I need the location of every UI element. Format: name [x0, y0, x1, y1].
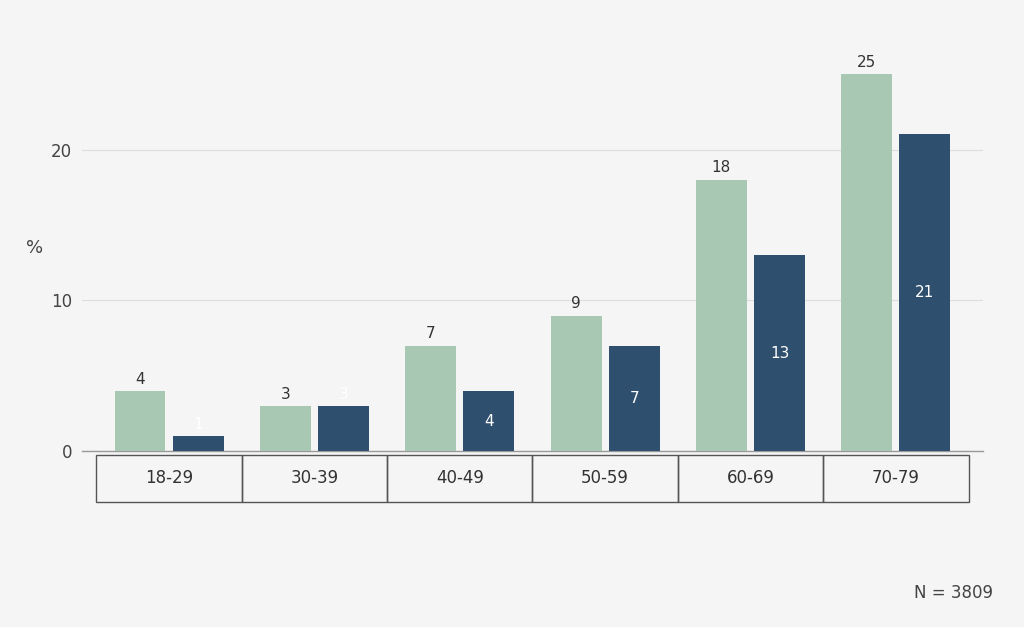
Bar [551, 315, 601, 451]
Text: 21: 21 [915, 285, 935, 300]
Text: 30-39: 30-39 [291, 469, 339, 487]
Text: 18: 18 [712, 161, 731, 175]
Text: 4: 4 [484, 414, 494, 429]
Bar [406, 345, 456, 451]
Bar [260, 406, 311, 451]
Bar [318, 406, 369, 451]
Text: 70-79: 70-79 [871, 469, 920, 487]
Text: 3: 3 [339, 387, 348, 402]
Bar [115, 391, 166, 451]
Text: 25: 25 [857, 55, 877, 70]
Y-axis label: %: % [26, 239, 43, 256]
Bar [899, 134, 950, 451]
Bar [173, 436, 223, 451]
Text: 1: 1 [194, 417, 203, 432]
Text: N = 3809: N = 3809 [914, 584, 993, 602]
Text: 18-29: 18-29 [145, 469, 194, 487]
Text: 9: 9 [571, 296, 581, 311]
Text: 7: 7 [426, 326, 435, 341]
Bar [696, 180, 746, 451]
Text: 40-49: 40-49 [436, 469, 483, 487]
Text: 3: 3 [281, 387, 290, 402]
Bar [609, 345, 659, 451]
Bar [464, 391, 514, 451]
Text: 50-59: 50-59 [582, 469, 629, 487]
Bar [754, 255, 805, 451]
Bar [842, 74, 892, 451]
Text: 60-69: 60-69 [727, 469, 774, 487]
Text: 7: 7 [630, 391, 639, 406]
Text: 4: 4 [135, 372, 144, 386]
Text: 13: 13 [770, 346, 790, 361]
